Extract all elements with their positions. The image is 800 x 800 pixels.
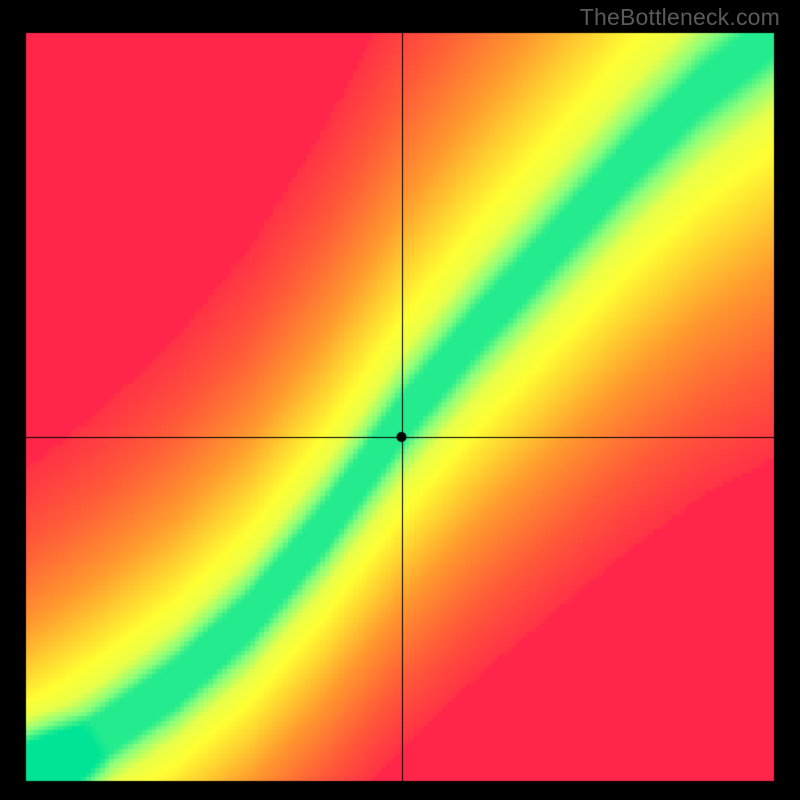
watermark-label: TheBottleneck.com: [580, 4, 780, 31]
heatmap-chart: [0, 0, 800, 800]
chart-container: TheBottleneck.com: [0, 0, 800, 800]
